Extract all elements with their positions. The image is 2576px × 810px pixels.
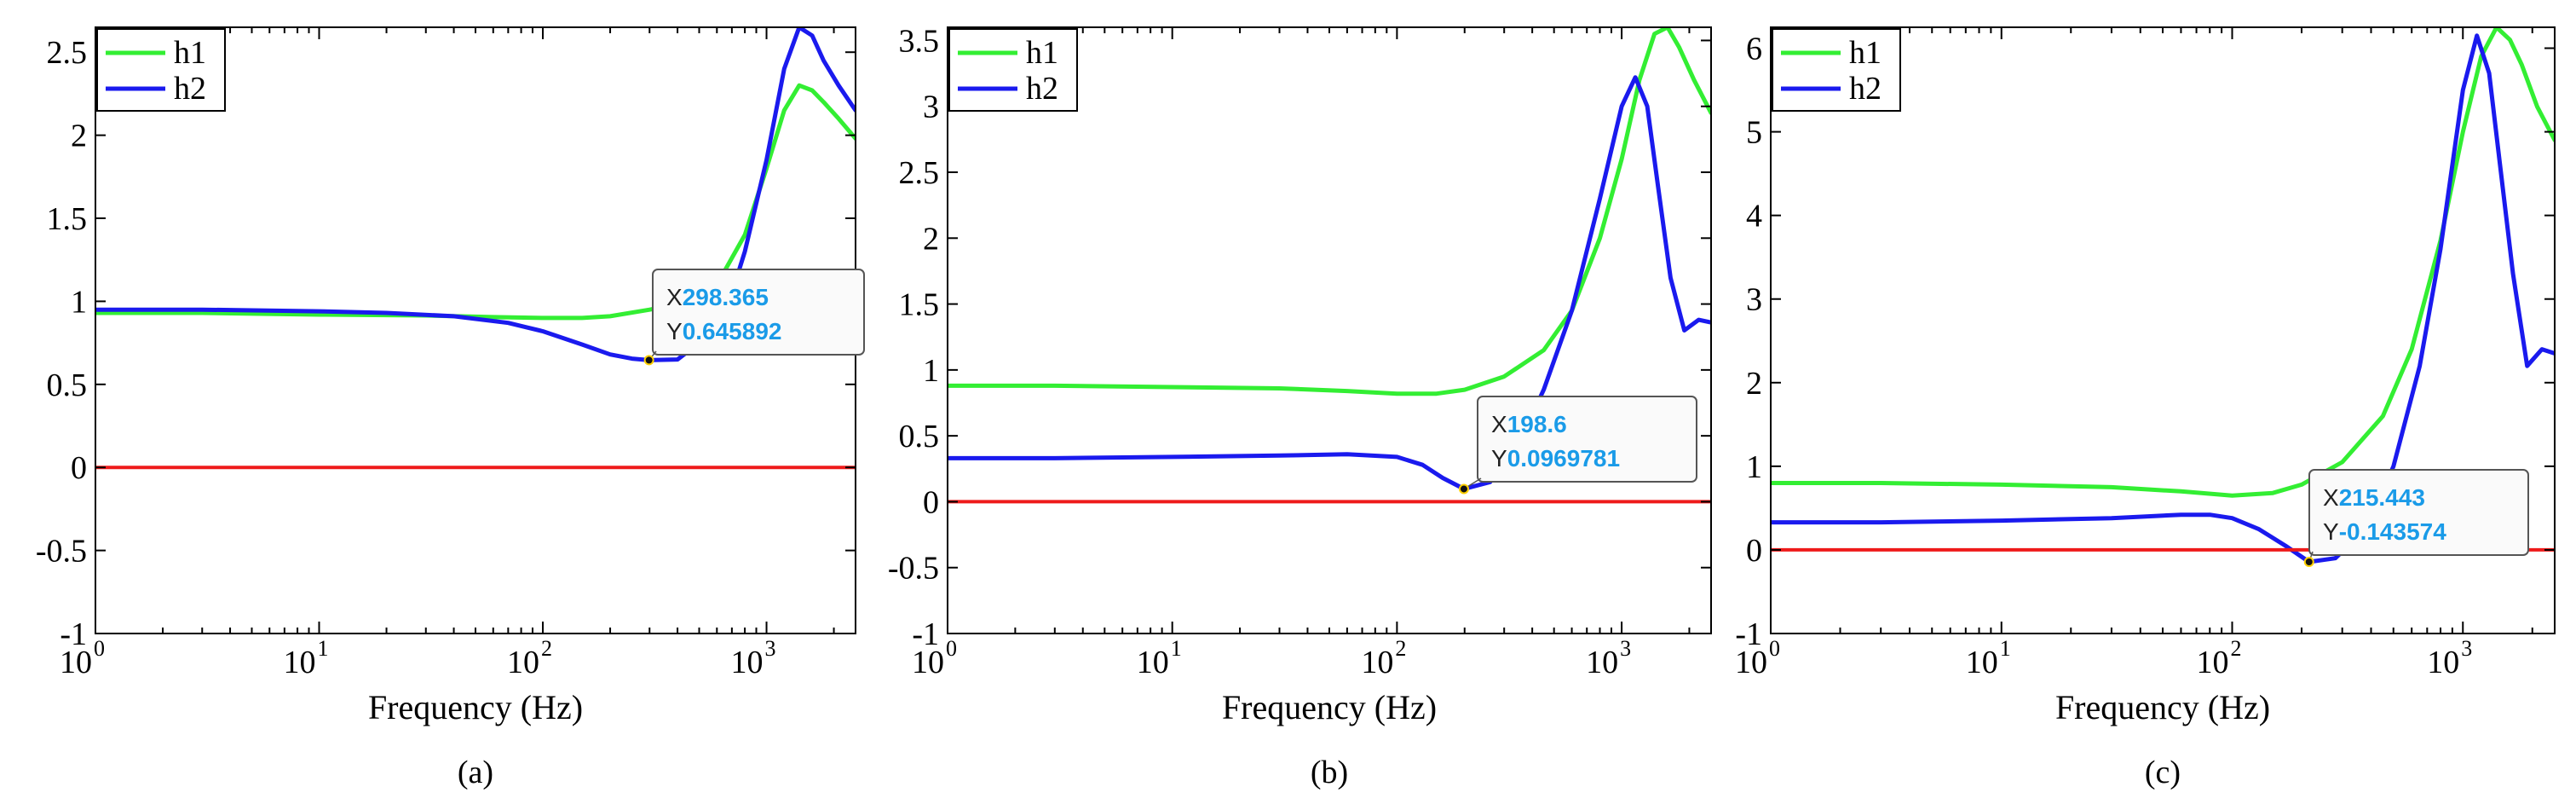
x-axis-label: Frequency (Hz) (368, 688, 583, 726)
datatip[interactable]: X215.443 Y-0.143574 (2303, 469, 2529, 568)
y-tick-label: 3 (1746, 282, 1762, 318)
panel-caption: (c) (2145, 755, 2181, 790)
y-tick-label: 1.5 (899, 287, 940, 323)
x-tick-label: 10 0 (60, 636, 105, 680)
svg-text:2: 2 (541, 636, 552, 661)
y-tick-label: 0.5 (47, 367, 88, 403)
x-tick-label: 10 1 (284, 636, 329, 680)
y-tick-label: 0 (71, 450, 87, 486)
x-tick-label: 10 3 (2427, 636, 2472, 680)
svg-text:10: 10 (284, 645, 316, 680)
x-tick-label: 10 3 (1586, 636, 1631, 680)
y-tick-label: 4 (1746, 199, 1762, 234)
series-line-h1 (1771, 27, 2555, 498)
svg-text:3: 3 (2461, 636, 2472, 661)
y-tick-label: -1 (60, 616, 87, 652)
datatip-y: Y0.0969781 (1491, 445, 1620, 472)
x-axis-label: Frequency (Hz) (2055, 688, 2270, 726)
datatip[interactable]: X298.365 Y0.645892 (643, 269, 865, 366)
panel-b: -1-0.500.511.522.533.510 0 10 1 10 2 10 3Freque… (888, 23, 1712, 790)
x-tick-label: 10 1 (1966, 636, 2011, 680)
y-tick-label: 1.5 (47, 201, 88, 237)
y-tick-label: 2.5 (899, 155, 940, 191)
svg-text:2: 2 (1395, 636, 1406, 661)
y-tick-label: 1 (1746, 449, 1762, 485)
svg-text:3: 3 (1620, 636, 1631, 661)
datatip-y: Y0.645892 (666, 318, 781, 344)
svg-text:10: 10 (1735, 645, 1767, 680)
x-tick-label: 10 3 (731, 636, 776, 680)
y-tick-label: 3 (923, 90, 939, 125)
x-tick-label: 10 0 (1735, 636, 1780, 680)
datatip-marker (2303, 557, 2314, 568)
svg-text:10: 10 (1966, 645, 1998, 680)
series-line-h2 (95, 27, 856, 362)
y-tick-label: -1 (1735, 616, 1762, 652)
y-tick-label: 0 (1746, 533, 1762, 569)
svg-text:0: 0 (1769, 636, 1780, 661)
y-tick-label: -0.5 (888, 551, 939, 587)
legend-label-h1: h1 (1849, 35, 1882, 71)
svg-text:10: 10 (912, 645, 944, 680)
svg-text:10: 10 (60, 645, 92, 680)
legend-label-h2: h2 (1026, 71, 1058, 107)
y-tick-label: 1 (923, 353, 939, 389)
y-tick-label: -1 (912, 616, 939, 652)
legend-label-h1: h1 (1026, 35, 1058, 71)
x-axis-label: Frequency (Hz) (1222, 688, 1437, 726)
x-tick-label: 10 0 (912, 636, 957, 680)
y-tick-label: 2 (71, 119, 87, 154)
y-tick-label: 6 (1746, 32, 1762, 67)
svg-text:10: 10 (731, 645, 764, 680)
series-line-h1 (948, 27, 1711, 396)
panel-caption: (b) (1311, 755, 1348, 790)
svg-text:3: 3 (765, 636, 776, 661)
y-tick-label: 2.5 (47, 35, 88, 71)
datatip[interactable]: X198.6 Y0.0969781 (1458, 396, 1697, 495)
svg-text:1: 1 (2000, 636, 2011, 661)
y-tick-label: 3.5 (899, 23, 940, 59)
svg-text:0: 0 (94, 636, 105, 661)
y-tick-label: -0.5 (36, 534, 87, 570)
y-tick-label: 0.5 (899, 419, 940, 454)
svg-text:1: 1 (1171, 636, 1182, 661)
svg-text:10: 10 (2197, 645, 2229, 680)
x-tick-label: 10 1 (1137, 636, 1182, 680)
svg-text:0: 0 (946, 636, 957, 661)
legend-label-h1: h1 (174, 35, 206, 71)
x-tick-label: 10 2 (507, 636, 552, 680)
svg-text:10: 10 (1586, 645, 1618, 680)
datatip-marker (1458, 483, 1469, 495)
panel-a: -1-0.500.511.522.510 0 10 1 10 2 10 3Frequency … (36, 26, 865, 790)
axes-frame (947, 26, 1712, 634)
datatip-x: X215.443 (2323, 484, 2425, 511)
svg-text:2: 2 (2231, 636, 2242, 661)
y-tick-label: 0 (923, 484, 939, 520)
panel-caption: (a) (458, 755, 493, 790)
y-tick-label: 2 (923, 221, 939, 257)
svg-text:10: 10 (1137, 645, 1169, 680)
datatip-x: X298.365 (666, 284, 769, 310)
legend-label-h2: h2 (174, 71, 206, 107)
y-tick-label: 2 (1746, 366, 1762, 402)
y-tick-label: 5 (1746, 115, 1762, 151)
datatip-x: X198.6 (1491, 411, 1567, 437)
svg-text:10: 10 (507, 645, 539, 680)
svg-text:10: 10 (2427, 645, 2459, 680)
legend-label-h2: h2 (1849, 71, 1882, 107)
x-tick-label: 10 2 (1361, 636, 1406, 680)
datatip-y: Y-0.143574 (2323, 518, 2446, 545)
datatip-marker (643, 355, 654, 366)
svg-text:1: 1 (318, 636, 329, 661)
y-tick-label: 1 (71, 284, 87, 320)
x-tick-label: 10 2 (2197, 636, 2242, 680)
svg-text:10: 10 (1361, 645, 1393, 680)
